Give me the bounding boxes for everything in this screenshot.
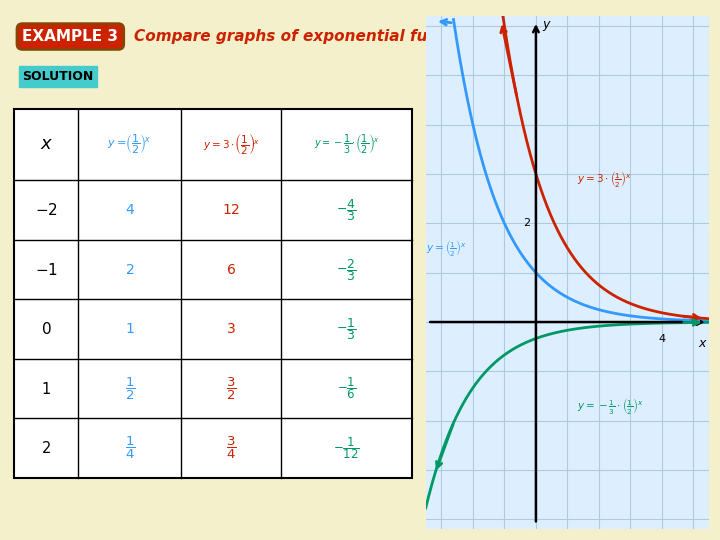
Text: $6$: $6$	[226, 262, 236, 276]
Text: SOLUTION: SOLUTION	[22, 70, 94, 83]
Text: $4$: $4$	[125, 203, 135, 217]
Text: $x$: $x$	[698, 337, 708, 350]
Text: $2$: $2$	[41, 440, 51, 456]
Text: Compare graphs of exponential functions: Compare graphs of exponential functions	[134, 29, 490, 44]
Text: $\dfrac{3}{2}$: $\dfrac{3}{2}$	[226, 376, 236, 402]
Text: $y=\!\left(\dfrac{1}{2}\right)^{\!x}$: $y=\!\left(\dfrac{1}{2}\right)^{\!x}$	[107, 133, 152, 156]
Text: $-1$: $-1$	[35, 261, 58, 278]
Bar	[14, 109, 412, 478]
Text: $y=3\cdot\!\left(\dfrac{1}{2}\right)^{\!x}$: $y=3\cdot\!\left(\dfrac{1}{2}\right)^{\!…	[202, 131, 260, 158]
Text: $y=-\frac{1}{3}\cdot\left(\frac{1}{2}\right)^x$: $y=-\frac{1}{3}\cdot\left(\frac{1}{2}\ri…	[577, 396, 644, 416]
Text: $-\dfrac{1}{12}$: $-\dfrac{1}{12}$	[333, 435, 360, 461]
Text: $-\dfrac{1}{3}$: $-\dfrac{1}{3}$	[336, 316, 356, 342]
Text: $-\dfrac{4}{3}$: $-\dfrac{4}{3}$	[336, 197, 356, 223]
Text: $y=3\cdot\left(\frac{1}{2}\right)^x$: $y=3\cdot\left(\frac{1}{2}\right)^x$	[577, 169, 631, 189]
Text: $\dfrac{3}{4}$: $\dfrac{3}{4}$	[226, 435, 236, 461]
Text: $y$: $y$	[541, 19, 552, 33]
Text: $3$: $3$	[226, 322, 236, 336]
Text: 4: 4	[658, 334, 665, 345]
Text: $-2$: $-2$	[35, 202, 58, 218]
Text: $12$: $12$	[222, 203, 240, 217]
Text: $2$: $2$	[125, 262, 135, 276]
Text: $0$: $0$	[41, 321, 52, 337]
Text: $-\dfrac{1}{6}$: $-\dfrac{1}{6}$	[337, 376, 356, 401]
Text: $\dfrac{1}{4}$: $\dfrac{1}{4}$	[125, 435, 135, 461]
Text: EXAMPLE 3: EXAMPLE 3	[22, 29, 118, 44]
Text: $x$: $x$	[40, 136, 53, 153]
Text: $1$: $1$	[125, 322, 135, 336]
Text: $-\dfrac{2}{3}$: $-\dfrac{2}{3}$	[336, 256, 356, 282]
Text: $\dfrac{1}{2}$: $\dfrac{1}{2}$	[125, 376, 135, 402]
Text: $y=-\dfrac{1}{3}\!\cdot\!\left(\dfrac{1}{2}\right)^{\!x}$: $y=-\dfrac{1}{3}\!\cdot\!\left(\dfrac{1}…	[314, 133, 379, 156]
Text: $y=\left(\frac{1}{2}\right)^x$: $y=\left(\frac{1}{2}\right)^x$	[426, 238, 467, 258]
Text: 2: 2	[523, 218, 530, 228]
Text: $1$: $1$	[41, 381, 51, 397]
